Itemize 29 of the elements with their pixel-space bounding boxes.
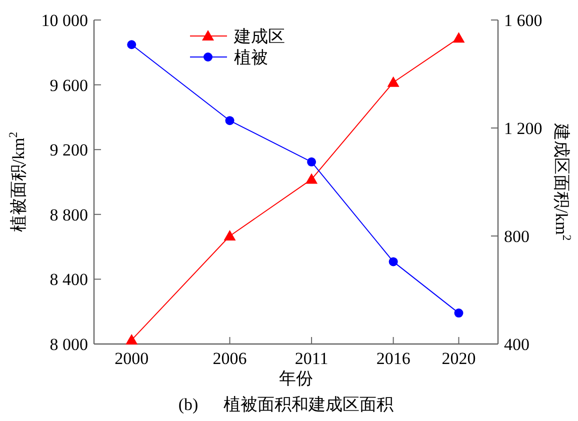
point — [126, 334, 138, 344]
y-tick-label: 8 000 — [50, 335, 88, 354]
y2-tick-label: 800 — [504, 227, 530, 246]
legend-label: 植被 — [234, 48, 268, 67]
y-tick-label: 9 600 — [50, 76, 88, 95]
point — [452, 32, 465, 43]
point — [454, 308, 464, 318]
x-tick-label: 2020 — [442, 349, 476, 368]
y-tick-label: 8 400 — [50, 270, 88, 290]
point — [306, 173, 318, 184]
point — [225, 116, 234, 126]
point — [127, 40, 136, 50]
y2-tick-label: 1 600 — [504, 11, 542, 30]
y-tick-label: 8 800 — [50, 205, 88, 224]
point — [224, 230, 236, 240]
point — [307, 157, 316, 166]
y2-tick-label: 1 200 — [504, 119, 542, 138]
point — [388, 257, 398, 266]
x-tick-label: 2000 — [114, 349, 149, 368]
y-tick-label: 9 200 — [50, 140, 88, 160]
y-tick-label: 10 000 — [41, 11, 88, 30]
point — [387, 76, 400, 87]
x-axis-title: 年份 — [279, 369, 313, 388]
x-tick-label: 2016 — [376, 349, 410, 368]
x-tick-label: 2011 — [294, 349, 328, 368]
text: (b) 植被面积和建成区面积 — [178, 395, 394, 414]
x-tick-label: 2006 — [212, 349, 247, 368]
legend-label: 建成区 — [233, 27, 285, 46]
y2-tick-label: 400 — [504, 335, 530, 354]
